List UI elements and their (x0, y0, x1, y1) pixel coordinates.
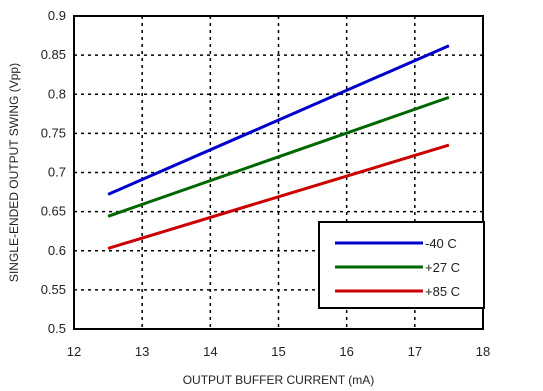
y-tick-label: 0.5 (48, 321, 66, 336)
x-axis-title: OUTPUT BUFFER CURRENT (mA) (183, 373, 375, 387)
x-tick-label: 15 (271, 344, 285, 359)
plot-area-frame (73, 15, 484, 330)
y-tick-label: 0.9 (48, 8, 66, 23)
tick-labels: 12 13 14 15 16 17 18 0.5 0.55 0.6 0.65 0.7 0.75 0.8 0.… (41, 8, 491, 359)
series-line (107, 143, 450, 250)
series-lines (107, 44, 450, 250)
x-tick-label: 16 (339, 344, 353, 359)
series-line (107, 44, 450, 196)
x-tick-label: 12 (67, 344, 81, 359)
legend: -40 C +27 C +85 C (318, 221, 485, 309)
legend-label: -40 C (425, 236, 457, 251)
x-tick-label: 14 (203, 344, 217, 359)
y-tick-label: 0.6 (48, 243, 66, 258)
y-axis-title: SINGLE-ENDED OUTPUT SWING (Vpp) (7, 63, 21, 282)
legend-label: +85 C (425, 284, 460, 299)
x-tick-label: 18 (476, 344, 490, 359)
y-tick-label: 0.75 (41, 125, 66, 140)
y-tick-label: 0.55 (41, 282, 66, 297)
legend-label: +27 C (425, 260, 460, 275)
y-tick-label: 0.7 (48, 165, 66, 180)
legend-box (318, 221, 485, 309)
y-tick-label: 0.65 (41, 204, 66, 219)
x-tick-label: 17 (408, 344, 422, 359)
x-tick-label: 13 (135, 344, 149, 359)
series-line (107, 95, 450, 218)
y-tick-label: 0.85 (41, 47, 66, 62)
y-tick-label: 0.8 (48, 86, 66, 101)
